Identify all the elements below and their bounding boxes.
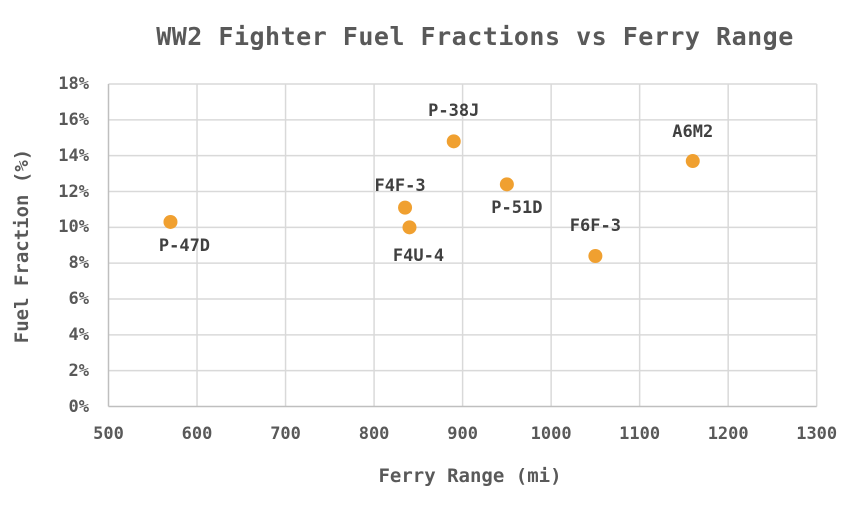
y-tick-label: 18% [58,74,89,94]
y-tick-label: 8% [68,253,89,274]
y-axis-label: Fuel Fraction (%) [11,148,33,344]
data-point-label: F4U-4 [392,246,445,267]
x-tick-label: 600 [181,424,213,444]
gridlines [108,83,818,407]
data-point-marker [588,249,603,263]
y-tick-label: 0% [68,396,89,417]
x-tick-label: 800 [358,424,390,444]
data-point-marker [685,154,700,169]
chart-title: WW2 Fighter Fuel Fractions vs Ferry Rang… [156,22,794,51]
data-point-marker [446,134,461,149]
y-tick-label: 4% [68,324,89,345]
data-point-label: F6F-3 [569,216,621,236]
y-tick-label: 16% [58,109,89,130]
data-point-label: P-38J [428,101,480,122]
y-tick-label: 14% [58,145,89,166]
data-point-marker [398,200,413,215]
data-point-marker [163,214,178,229]
x-tick-label: 1200 [707,424,749,444]
x-tick-label: 500 [93,424,124,444]
y-tick-label: 2% [68,360,89,381]
y-tick-label: 12% [58,181,89,202]
data-point-label: A6M2 [672,122,714,143]
x-tick-label: 900 [447,424,478,444]
data-point-marker [499,177,514,192]
axes [107,84,817,408]
data-point-label: F4F-3 [374,175,426,196]
x-axis-label: Ferry Range (mi) [378,465,562,487]
x-tick-label: 700 [270,424,301,444]
data-point-marker [402,220,417,235]
x-tick-label: 1000 [530,424,572,444]
y-tick-label: 6% [68,289,89,309]
data-point-label: P-47D [158,235,211,256]
y-tick-label: 10% [58,217,89,238]
x-tick-label: 1100 [619,424,661,444]
data-point-label: P-51D [491,198,543,219]
x-tick-label: 1300 [796,424,838,444]
data-markers [163,134,700,263]
